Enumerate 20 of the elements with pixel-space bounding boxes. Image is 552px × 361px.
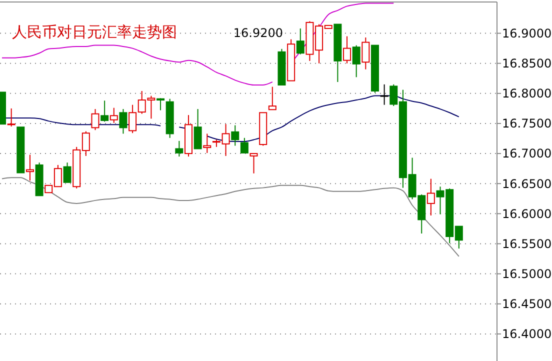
y-tick-label: 16.8000 (502, 86, 552, 101)
candlestick (426, 178, 435, 216)
y-tick-label: 16.4500 (502, 297, 552, 312)
y-tick-label: 16.9000 (502, 26, 552, 40)
candlestick (380, 84, 388, 106)
y-tick-label: 16.5500 (502, 236, 552, 251)
candlestick (26, 154, 34, 182)
annotation: 16.9200 (233, 26, 283, 40)
y-tick-label: 16.4000 (502, 327, 552, 342)
y-tick-label: 16.7000 (502, 146, 552, 161)
candlestick (362, 36, 370, 70)
y-tick-label: 16.8500 (502, 56, 552, 71)
candlestick (231, 124, 240, 146)
candlestick (203, 133, 212, 154)
y-tick-label: 16.6500 (502, 176, 552, 191)
y-tick-label: 16.6000 (502, 206, 552, 221)
candlestick (156, 98, 165, 111)
y-tick-label: 16.5000 (502, 267, 552, 282)
y-tick-label: 16.7500 (502, 116, 552, 131)
text: 人民币对日元汇率走势图 (12, 23, 177, 41)
